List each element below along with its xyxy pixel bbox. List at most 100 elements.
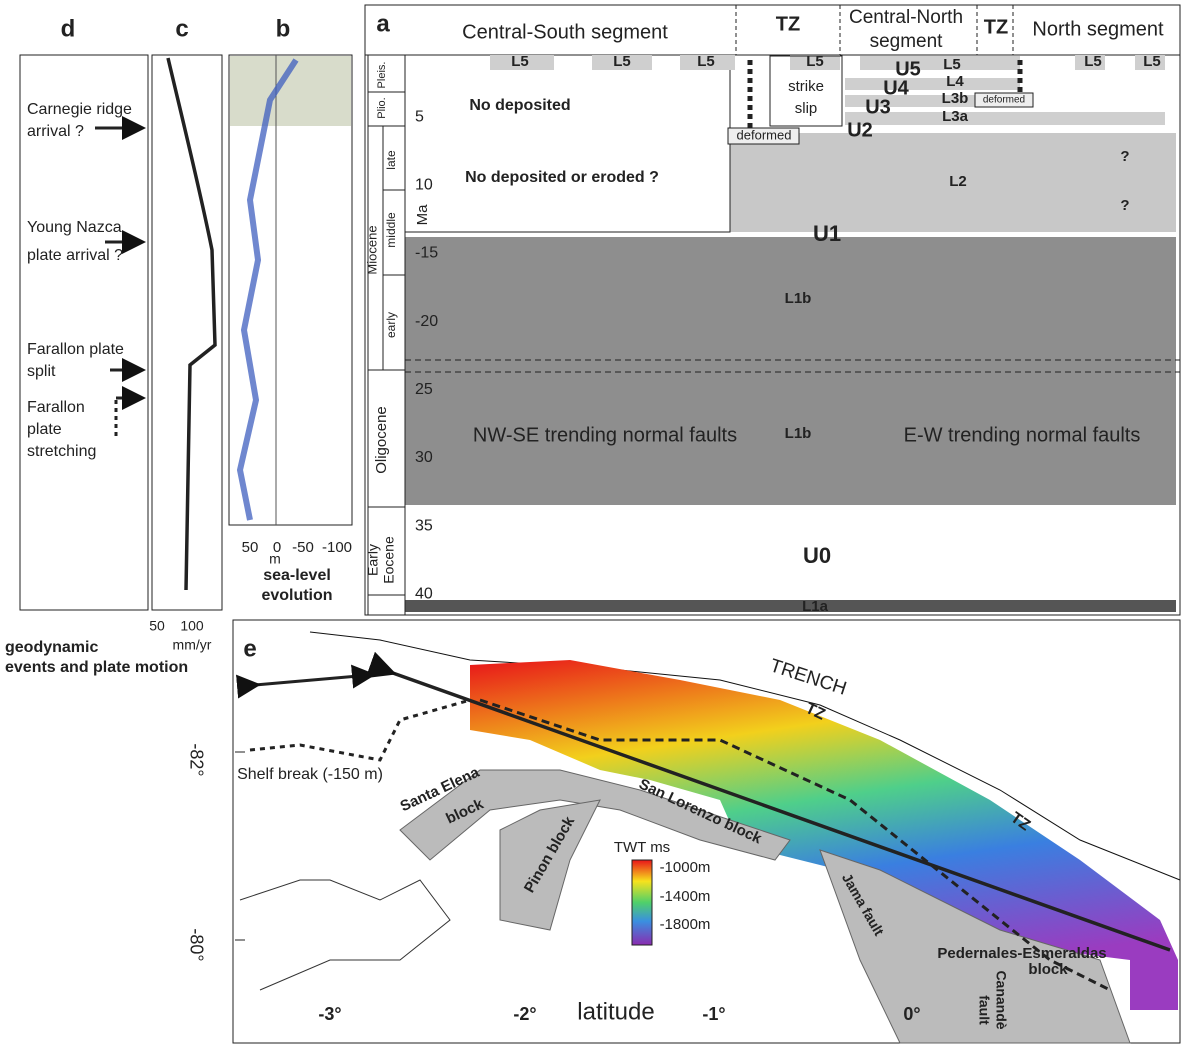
label: strike xyxy=(788,78,824,95)
label: sea-level xyxy=(263,567,331,584)
label: Oligocene xyxy=(373,406,390,474)
age-label: 25 xyxy=(415,381,433,398)
label: Farallon plate xyxy=(27,341,124,358)
unit-label: L3a xyxy=(942,108,969,125)
label: plate arrival ? xyxy=(27,247,123,264)
unit-label: L1a xyxy=(802,598,829,615)
label: TWT ms xyxy=(614,839,670,856)
unit-label: L5 xyxy=(511,53,529,70)
unit-label: ? xyxy=(1120,197,1129,214)
label: split xyxy=(27,363,56,380)
label: Miocene xyxy=(364,225,379,274)
label: c xyxy=(175,15,188,42)
unit-label: L5 xyxy=(1084,53,1102,70)
label: stretching xyxy=(27,443,96,460)
unit-label: L5 xyxy=(943,56,961,73)
panel-e xyxy=(232,619,1181,1044)
label: TZ xyxy=(803,700,828,724)
label: arrival ? xyxy=(27,123,84,140)
label: b xyxy=(276,15,291,42)
label: Carnegie ridge xyxy=(27,101,132,118)
label: m xyxy=(269,551,281,567)
age-label: -20 xyxy=(415,313,438,330)
label: latitude xyxy=(577,998,654,1025)
label: No deposited or eroded ? xyxy=(465,169,659,186)
label: -1° xyxy=(702,1004,725,1024)
unit-label: L5 xyxy=(613,53,631,70)
label: fault xyxy=(976,995,992,1025)
label: early xyxy=(384,312,398,338)
label: geodynamic xyxy=(5,639,98,656)
label: mm/yr xyxy=(173,637,212,653)
label: plate xyxy=(27,421,62,438)
unit-label: L1b xyxy=(785,290,812,307)
unit-label: L5 xyxy=(697,53,715,70)
unit-label: U4 xyxy=(883,77,909,99)
label: TZ xyxy=(776,13,800,35)
label: -50 xyxy=(292,539,314,556)
age-label: 30 xyxy=(415,449,433,466)
age-label: -15 xyxy=(415,245,438,262)
unit-label: L4 xyxy=(946,73,964,90)
label: -80° xyxy=(186,928,206,961)
label: deformed xyxy=(737,127,792,142)
label: -2° xyxy=(513,1004,536,1024)
label: Plio. xyxy=(376,97,388,118)
unit-label: L1b xyxy=(785,425,812,442)
label: slip xyxy=(795,100,818,117)
label: d xyxy=(61,15,76,42)
label: middle xyxy=(384,212,398,248)
label: -1000m xyxy=(660,859,711,876)
unit-label: L5 xyxy=(1143,53,1161,70)
unit-label: ? xyxy=(1120,148,1129,165)
label: TZ xyxy=(984,16,1008,38)
label: -1400m xyxy=(660,888,711,905)
age-label: 35 xyxy=(415,517,433,534)
label: a xyxy=(376,10,390,37)
label: Early xyxy=(365,544,381,576)
label: evolution xyxy=(261,587,332,604)
label: NW-SE trending normal faults xyxy=(473,424,737,446)
age-label: 5 xyxy=(415,108,424,125)
unit-label: U0 xyxy=(803,543,831,568)
age-label: 10 xyxy=(415,177,433,194)
label: -82° xyxy=(186,743,206,776)
label: No deposited xyxy=(469,97,570,114)
label: E-W trending normal faults xyxy=(904,424,1141,446)
label: 0 xyxy=(273,539,281,556)
label: e xyxy=(243,635,256,662)
label: 50 xyxy=(149,618,165,634)
label: Central-South segment xyxy=(462,21,668,43)
unit-label: U3 xyxy=(865,96,891,118)
unit-label: U1 xyxy=(813,221,841,246)
panel-d-c-b xyxy=(19,54,353,611)
label: North segment xyxy=(1032,18,1164,40)
label: Shelf break (-150 m) xyxy=(237,766,383,783)
label: Canandè xyxy=(993,970,1009,1029)
label: Farallon xyxy=(27,399,85,416)
label: 50 xyxy=(242,539,259,556)
label: 0° xyxy=(903,1004,920,1024)
panel-a xyxy=(364,4,1181,616)
label: Eocene xyxy=(381,536,397,584)
label: 100 xyxy=(180,618,204,634)
label: -1800m xyxy=(660,916,711,933)
label: Pedernales-Esmeraldas xyxy=(937,945,1106,962)
unit-label: L3b xyxy=(942,90,969,107)
label: Pleis. xyxy=(376,62,388,89)
unit-label: U2 xyxy=(847,119,873,141)
label: block xyxy=(1028,961,1068,978)
label: Young Nazca xyxy=(27,219,122,236)
label: Central-North xyxy=(849,7,963,28)
label: events and plate motion xyxy=(5,659,188,676)
unit-label: L5 xyxy=(806,53,824,70)
label: late xyxy=(384,150,398,170)
age-label: 40 xyxy=(415,585,433,602)
label: segment xyxy=(870,31,944,52)
unit-label: U5 xyxy=(895,58,921,80)
label: Ma xyxy=(414,204,431,225)
label: -3° xyxy=(318,1004,341,1024)
label: -100 xyxy=(322,539,352,556)
unit-label: L2 xyxy=(949,173,967,190)
